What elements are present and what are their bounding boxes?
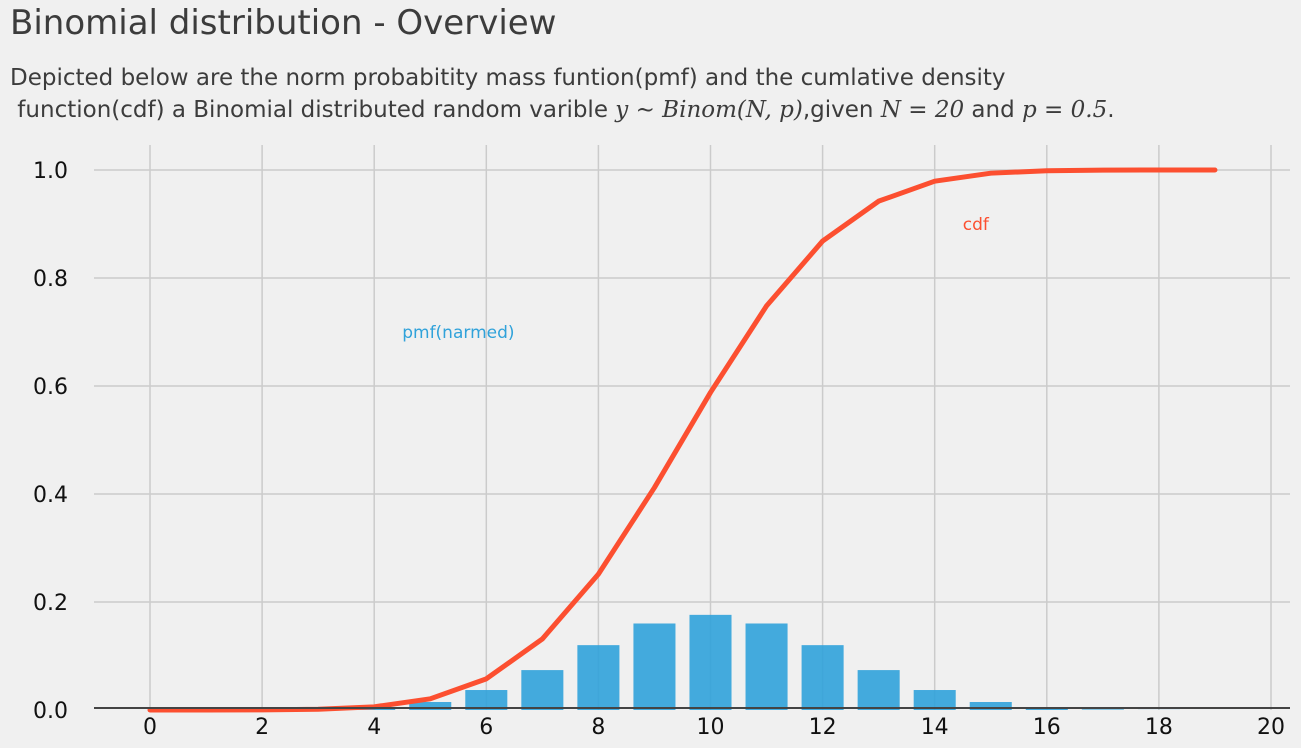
y-tick-label: 0.6 [33, 375, 68, 400]
x-tick-labels: 0 2 4 6 8 10 12 14 16 18 20 [143, 715, 1285, 740]
chart-title: Binomial distribution - Overview [10, 3, 557, 43]
pmf-bar [801, 645, 844, 710]
x-tick-label: 18 [1145, 715, 1173, 740]
pmf-bar [969, 702, 1012, 710]
y-tick-label: 0.0 [33, 699, 68, 724]
x-tick-label: 12 [809, 715, 837, 740]
series-annotations: pmf(narmed) cdf [402, 215, 990, 343]
y-tick-label: 0.8 [33, 267, 68, 292]
subtitle-math-p: p = 0.5 [1022, 97, 1108, 123]
pmf-bar [857, 670, 900, 710]
subtitle-text-given: ,given [802, 97, 881, 123]
pmf-bars [185, 614, 1236, 710]
annotation-cdf: cdf [963, 215, 990, 235]
pmf-bar [521, 670, 564, 710]
subtitle-text-and: and [964, 97, 1023, 123]
x-tick-label: 16 [1033, 715, 1061, 740]
pmf-bar [633, 623, 676, 710]
annotation-pmf: pmf(narmed) [402, 323, 514, 343]
subtitle-line-2: function(cdf) a Binomial distributed ran… [10, 94, 1115, 126]
cdf-line-group [147, 167, 1218, 713]
x-tick-label: 8 [591, 715, 605, 740]
x-tick-label: 4 [367, 715, 381, 740]
y-tick-label: 1.0 [33, 159, 68, 184]
pmf-bar [913, 690, 956, 710]
x-tick-label: 2 [255, 715, 269, 740]
pmf-bar [577, 645, 620, 710]
subtitle-line-1: Depicted below are the norm probabitity … [10, 65, 1006, 91]
x-tick-label: 20 [1257, 715, 1285, 740]
y-tick-label: 0.4 [33, 483, 68, 508]
pmf-bar [745, 623, 788, 710]
pmf-bar [465, 690, 508, 710]
pmf-bar [689, 614, 732, 710]
cdf-line [147, 167, 1218, 713]
subtitle-text-prefix: function(cdf) a Binomial distributed ran… [10, 97, 616, 123]
x-tick-label: 10 [697, 715, 725, 740]
pmf-bar [409, 702, 452, 710]
x-tick-label: 6 [479, 715, 493, 740]
subtitle-math-distribution: y ∼ Binom(N, p) [615, 97, 803, 123]
subtitle-math-n: N = 20 [880, 97, 965, 123]
grid [94, 145, 1290, 710]
subtitle-text-suffix: . [1107, 97, 1115, 123]
y-tick-labels: 0.0 0.2 0.4 0.6 0.8 1.0 [33, 159, 68, 724]
x-tick-label: 14 [921, 715, 949, 740]
y-tick-label: 0.2 [33, 591, 68, 616]
chart-subtitle: Depicted below are the norm probabitity … [10, 62, 1115, 126]
x-tick-label: 0 [143, 715, 157, 740]
pmf-bar [1081, 709, 1124, 710]
